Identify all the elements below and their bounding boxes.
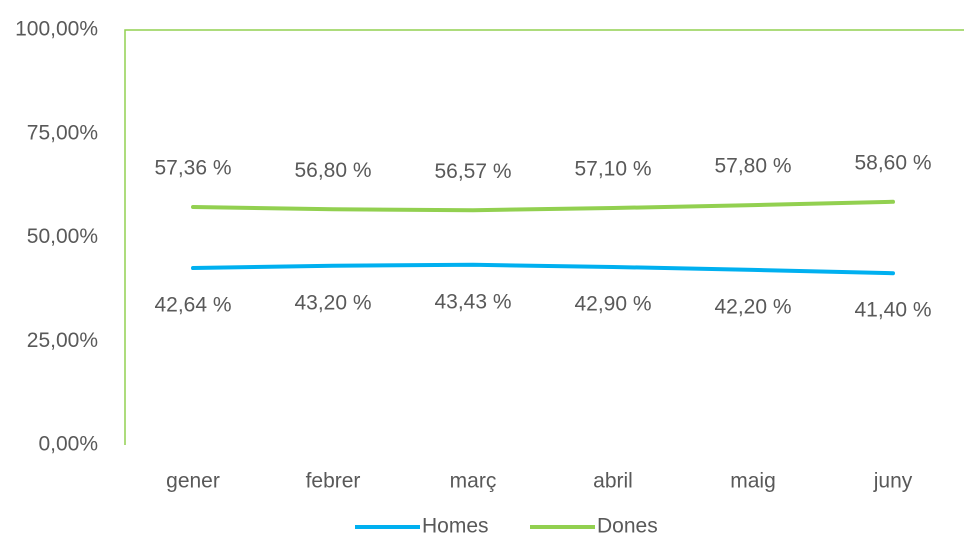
data-label: 57,36 % [154, 157, 231, 180]
legend-label: Dones [597, 515, 658, 537]
data-label: 43,20 % [294, 291, 371, 314]
data-label: 42,64 % [154, 294, 231, 317]
data-label: 42,20 % [714, 295, 791, 318]
data-label: 43,43 % [434, 290, 511, 313]
x-tick-label: febrer [306, 470, 361, 493]
x-tick-label: gener [166, 470, 220, 493]
data-label: 56,80 % [294, 159, 371, 182]
x-tick-label: març [450, 470, 497, 493]
x-tick-label: abril [593, 470, 633, 493]
y-tick-label: 50,00% [27, 225, 98, 248]
y-tick-label: 0,00% [38, 433, 98, 456]
data-label: 58,60 % [854, 151, 931, 174]
series-line [191, 199, 895, 213]
y-tick-label: 75,00% [27, 121, 98, 144]
data-label: 42,90 % [574, 293, 651, 316]
series-line [191, 262, 895, 276]
data-label: 56,57 % [434, 160, 511, 183]
x-tick-label: maig [730, 470, 776, 493]
data-label: 57,10 % [574, 158, 651, 181]
y-tick-label: 100,00% [15, 18, 98, 41]
x-tick-label: juny [873, 470, 913, 493]
data-label: 57,80 % [714, 155, 791, 178]
y-tick-label: 25,00% [27, 329, 98, 352]
data-label: 41,40 % [854, 299, 931, 322]
plot-frame [124, 29, 964, 445]
legend-label: Homes [422, 515, 489, 537]
